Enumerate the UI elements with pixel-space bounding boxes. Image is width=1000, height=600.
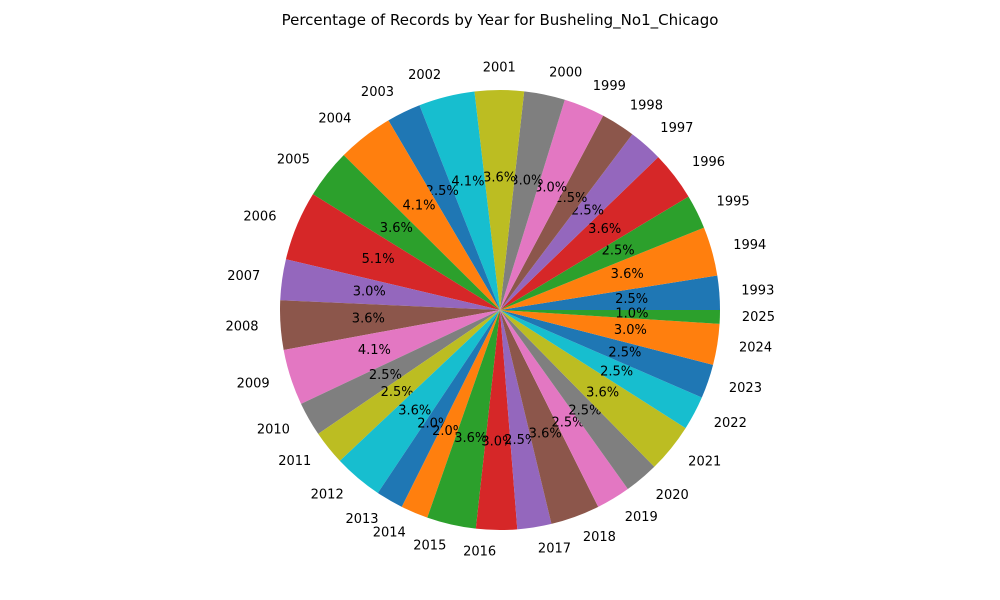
slice-label-1999: 1999 [593, 79, 626, 94]
pie-slice-2021 [500, 310, 686, 467]
slice-pct-2000: 3.0% [510, 173, 543, 188]
slice-label-2022: 2022 [714, 416, 747, 431]
slice-label-2011: 2011 [278, 454, 311, 469]
slice-pct-2019: 2.5% [552, 416, 585, 431]
slice-label-1995: 1995 [717, 194, 750, 209]
slice-label-2005: 2005 [277, 153, 310, 168]
slice-label-2016: 2016 [463, 544, 496, 559]
slice-pct-1994: 3.6% [611, 267, 644, 282]
slice-pct-1999: 3.0% [534, 181, 567, 196]
slice-pct-1997: 2.5% [571, 204, 604, 219]
slice-label-1993: 1993 [741, 283, 774, 298]
chart-title: Percentage of Records by Year for Bushel… [281, 11, 719, 29]
slice-label-2008: 2008 [225, 319, 258, 334]
pie-slice-2022 [500, 310, 702, 429]
pie-slice-2011 [318, 310, 500, 461]
pie-slice-1994 [500, 227, 718, 310]
slice-pct-2021: 3.6% [586, 385, 619, 400]
slice-label-2000: 2000 [549, 66, 582, 81]
slice-label-2009: 2009 [237, 377, 270, 392]
slice-label-2019: 2019 [625, 510, 658, 525]
slice-label-2024: 2024 [739, 340, 772, 355]
pie-slice-1993 [500, 275, 720, 310]
pie-slice-1996 [500, 157, 689, 310]
slice-pct-2008: 3.6% [352, 312, 385, 327]
pie-slice-2002 [419, 91, 500, 311]
slice-pct-2016: 3.0% [481, 434, 514, 449]
slice-label-2001: 2001 [483, 61, 516, 76]
pie-slice-2014 [401, 310, 500, 518]
pie-slice-1995 [500, 196, 704, 310]
slice-pct-1995: 2.5% [602, 244, 635, 259]
slice-label-1994: 1994 [733, 238, 766, 253]
pie-slice-2015 [427, 310, 500, 529]
pie-slice-2019 [500, 310, 628, 507]
pie-slice-2009 [283, 310, 500, 404]
slice-pct-2012: 3.6% [398, 403, 431, 418]
slice-pct-2024: 3.0% [614, 323, 647, 338]
slice-label-2013: 2013 [345, 512, 378, 527]
slice-pct-2003: 2.5% [426, 184, 459, 199]
slice-label-2012: 2012 [311, 487, 344, 502]
slice-pct-2007: 3.0% [353, 284, 386, 299]
slice-label-2020: 2020 [656, 488, 689, 503]
pie-slice-2006 [285, 194, 500, 310]
pie-slice-2018 [500, 310, 599, 524]
pie-slice-2024 [500, 310, 720, 365]
slice-pct-2020: 2.5% [568, 404, 601, 419]
pie-slice-1999 [500, 99, 604, 310]
slice-pct-2010: 2.5% [369, 368, 402, 383]
pie-slice-2000 [500, 91, 565, 310]
pie-slice-2004 [343, 120, 500, 311]
slice-label-2025: 2025 [742, 310, 775, 325]
slice-pct-2017: 2.5% [504, 433, 537, 448]
slice-pct-2022: 2.5% [600, 364, 633, 379]
slice-pct-2018: 3.6% [529, 427, 562, 442]
slice-pct-2004: 4.1% [402, 198, 435, 213]
pie-slice-2016 [475, 310, 518, 531]
pie-slice-2003 [388, 105, 500, 310]
slice-label-1998: 1998 [630, 98, 663, 113]
slice-pct-2025: 1.0% [615, 307, 648, 322]
slice-pct-2005: 3.6% [380, 221, 413, 236]
slice-label-2003: 2003 [361, 85, 394, 100]
slice-pct-2002: 4.1% [451, 174, 484, 189]
slice-label-1996: 1996 [692, 155, 725, 170]
pie-slice-2017 [500, 310, 552, 530]
pie-slice-1998 [500, 115, 633, 310]
slice-pct-1996: 3.6% [588, 222, 621, 237]
slice-label-2014: 2014 [373, 525, 406, 540]
pie-slice-2008 [279, 300, 500, 350]
slice-pct-2023: 2.5% [608, 345, 641, 360]
slice-pct-2015: 3.6% [454, 431, 487, 446]
pie-slice-2010 [301, 310, 500, 434]
pie-slice-2007 [280, 259, 500, 310]
pie-slice-2012 [339, 310, 500, 493]
slice-label-2023: 2023 [729, 381, 762, 396]
pie-slice-2001 [474, 89, 525, 310]
slice-label-2007: 2007 [227, 269, 260, 284]
pie-slice-2013 [377, 310, 500, 507]
slice-label-2017: 2017 [538, 542, 571, 557]
slice-pct-2001: 3.6% [483, 171, 516, 186]
slice-pct-1993: 2.5% [615, 292, 648, 307]
slice-pct-1998: 2.5% [554, 191, 587, 206]
slice-label-2015: 2015 [413, 538, 446, 553]
slice-pct-2009: 4.1% [358, 343, 391, 358]
pie-slice-1997 [500, 134, 659, 310]
pie-slice-2005 [312, 155, 500, 310]
slice-pct-2011: 2.5% [381, 385, 414, 400]
slice-label-2004: 2004 [318, 111, 351, 126]
slice-label-2006: 2006 [243, 210, 276, 225]
pie-slice-2025 [500, 310, 720, 324]
slice-label-2018: 2018 [583, 530, 616, 545]
slice-label-2002: 2002 [408, 68, 441, 83]
pie-slice-2020 [500, 310, 655, 490]
slice-label-2021: 2021 [688, 455, 721, 470]
pie-slice-2023 [500, 310, 714, 398]
slice-label-1997: 1997 [660, 121, 693, 136]
slice-pct-2006: 5.1% [362, 252, 395, 267]
slice-label-2010: 2010 [257, 423, 290, 438]
